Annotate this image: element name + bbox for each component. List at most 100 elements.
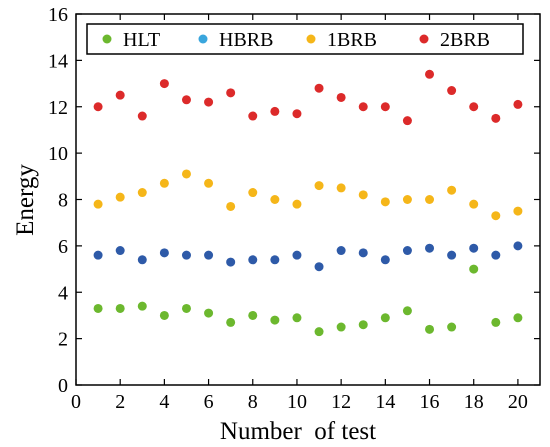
data-point	[248, 310, 258, 320]
data-point	[93, 199, 103, 209]
data-point	[469, 264, 479, 274]
series-2brb	[93, 69, 523, 126]
data-point	[336, 92, 346, 102]
data-point	[402, 116, 412, 126]
legend-label: HLT	[123, 29, 160, 51]
data-point	[93, 102, 103, 112]
legend-marker	[198, 34, 208, 44]
legend-marker	[102, 34, 112, 44]
x-tick-label: 12	[331, 391, 351, 413]
legend-marker	[419, 34, 429, 44]
data-point	[137, 255, 147, 265]
data-point	[314, 83, 324, 93]
data-point	[380, 197, 390, 207]
data-point	[137, 301, 147, 311]
data-point	[270, 195, 280, 204]
data-point	[380, 102, 390, 112]
data-point	[425, 195, 435, 204]
data-point	[380, 255, 390, 265]
data-point	[181, 169, 191, 179]
legend-label: 2BRB	[440, 29, 490, 51]
y-tick-label: 12	[48, 97, 68, 119]
data-point	[336, 322, 346, 332]
data-point	[292, 250, 302, 260]
data-point	[469, 199, 479, 209]
data-point	[491, 317, 501, 327]
data-point	[358, 190, 368, 200]
data-point	[159, 79, 169, 89]
data-points	[93, 69, 523, 337]
x-tick-label: 4	[159, 391, 169, 413]
y-tick-label: 2	[58, 329, 68, 351]
data-point	[513, 206, 523, 216]
plot-frame	[75, 13, 541, 386]
data-point	[248, 111, 258, 121]
data-point	[292, 109, 302, 119]
data-point	[181, 303, 191, 313]
x-tick-label: 0	[71, 391, 81, 413]
y-tick-label: 16	[48, 4, 68, 26]
data-point	[425, 243, 435, 253]
data-point	[491, 211, 501, 221]
x-tick-label: 10	[287, 391, 307, 413]
data-point	[447, 250, 457, 260]
data-point	[425, 324, 435, 334]
x-tick-label: 14	[375, 391, 395, 413]
legend-box	[86, 23, 524, 55]
data-point	[226, 201, 236, 211]
y-axis-label: Energy	[12, 164, 39, 236]
data-point	[226, 317, 236, 327]
data-point	[115, 303, 125, 313]
data-point	[513, 313, 523, 323]
data-point	[447, 185, 457, 195]
data-point	[115, 90, 125, 100]
data-point	[204, 308, 214, 318]
x-tick-label: 6	[204, 391, 214, 413]
x-tick-label: 2	[115, 391, 125, 413]
data-point	[204, 178, 214, 188]
data-point	[402, 306, 412, 316]
legend: HLT HBRB 1BRB 2BRB	[86, 23, 524, 55]
data-point	[137, 111, 147, 121]
series-1brb	[93, 169, 523, 221]
y-tick-label: 6	[58, 236, 68, 258]
data-point	[292, 199, 302, 209]
data-point	[93, 303, 103, 313]
data-point	[181, 95, 191, 105]
plot-area	[75, 13, 541, 386]
data-point	[248, 188, 258, 198]
y-tick-label: 14	[48, 50, 68, 72]
data-point	[491, 250, 501, 260]
data-point	[270, 255, 280, 265]
series-hbrb	[93, 241, 523, 272]
data-point	[513, 241, 523, 251]
legend-label: 1BRB	[327, 29, 377, 51]
x-axis-label: Number of test	[220, 418, 376, 445]
data-point	[336, 246, 346, 256]
x-tick-label: 16	[420, 391, 440, 413]
data-point	[270, 106, 280, 116]
data-point	[226, 88, 236, 98]
data-point	[181, 250, 191, 260]
data-point	[159, 248, 169, 258]
data-point	[380, 313, 390, 323]
data-point	[314, 181, 324, 191]
data-point	[358, 102, 368, 112]
data-point	[226, 257, 236, 267]
data-point	[469, 102, 479, 112]
data-point	[115, 246, 125, 256]
data-point	[292, 313, 302, 323]
data-point	[93, 250, 103, 260]
data-point	[314, 327, 324, 337]
y-tick-label: 8	[58, 190, 68, 212]
data-point	[336, 183, 346, 193]
data-point	[469, 243, 479, 253]
x-tick-label: 20	[508, 391, 528, 413]
data-point	[358, 320, 368, 330]
data-point	[159, 178, 169, 188]
data-point	[270, 315, 280, 325]
data-point	[204, 250, 214, 260]
y-tick-label: 4	[58, 282, 68, 304]
x-tick-label: 8	[248, 391, 258, 413]
